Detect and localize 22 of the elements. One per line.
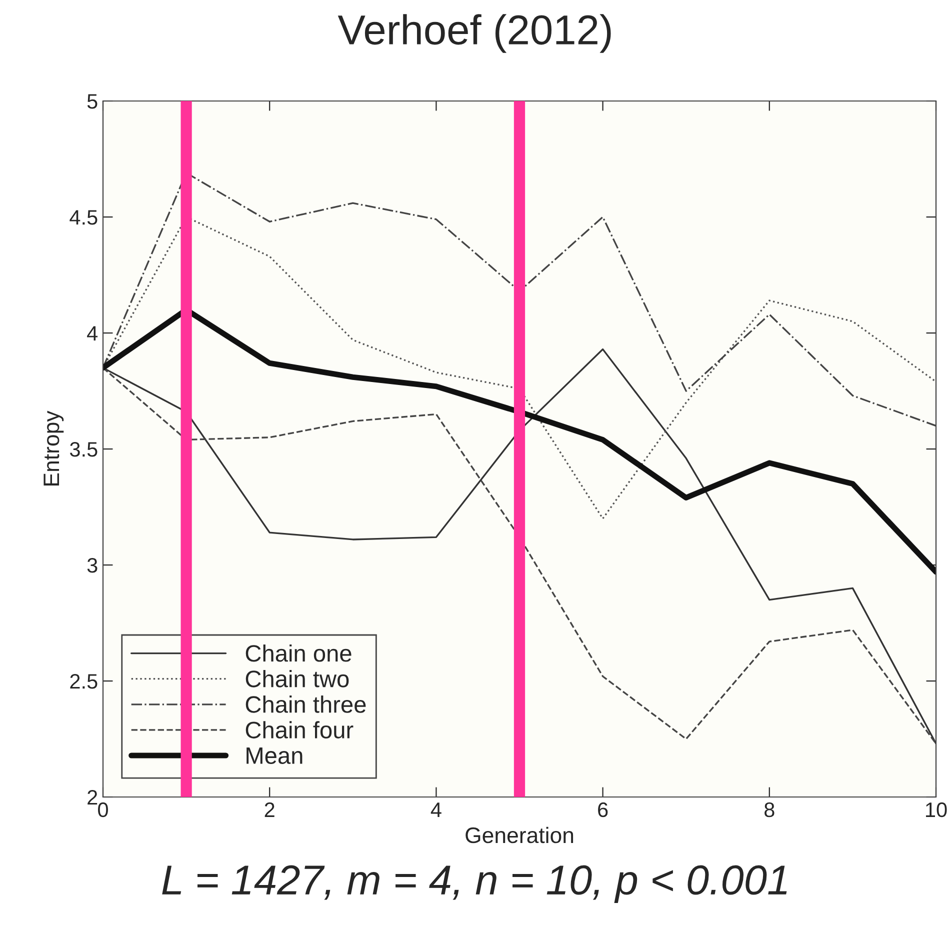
y-tick-label: 5 [87,94,98,109]
legend-label: Chain three [246,696,366,713]
x-tick-label: 2 [264,802,274,817]
x-tick-label: 10 [926,802,947,818]
y-tick-label: 4.5 [70,210,98,225]
x-axis-title: Generation [466,826,574,844]
y-tick-label: 4 [87,326,98,341]
legend-label: Chain one [246,644,352,662]
legend-label: Mean [246,748,302,764]
x-tick-label: 6 [598,802,608,818]
text: L = 1427, m = 4, n = 10, p < 0.001 [162,865,787,904]
y-tick-label: 2 [88,790,98,805]
x-tick-label: 4 [430,802,442,817]
y-axis-title: Entropy [44,410,64,486]
y-tick-label: 3 [87,558,98,573]
y-tick-label: 3.5 [70,442,98,457]
legend-label: Chain two [246,670,349,688]
y-tick-label: 2.5 [70,674,98,689]
x-tick-label: 0 [98,802,108,818]
chart-title: Verhoef (2012) [338,14,611,53]
x-tick-label: 8 [764,802,774,818]
legend-label: Chain four [246,721,354,738]
